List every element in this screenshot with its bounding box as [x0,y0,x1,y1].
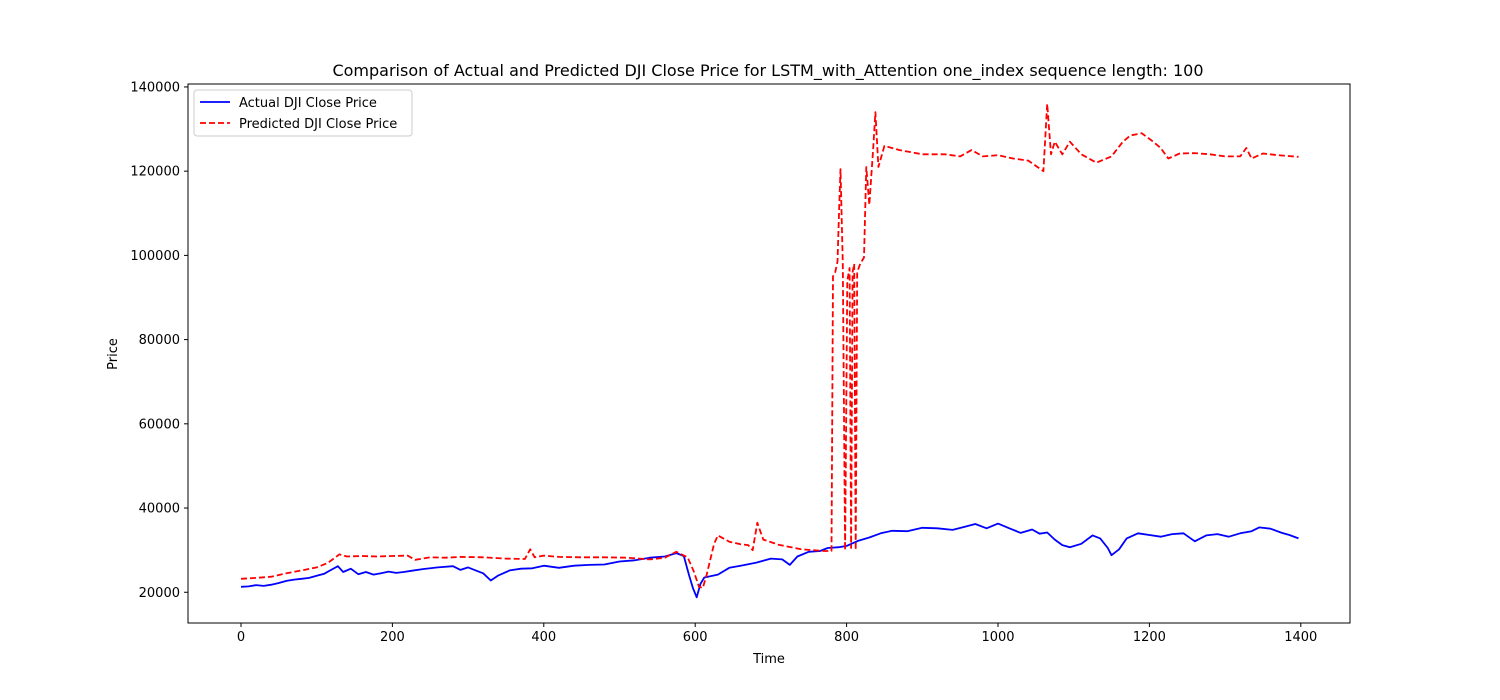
x-tick-label: 1200 [1133,630,1166,645]
x-tick-label: 400 [531,630,556,645]
x-tick-label: 800 [834,630,859,645]
y-tick-label: 120000 [130,165,180,180]
y-tick-label: 140000 [130,80,180,95]
x-tick-label: 1000 [981,630,1014,645]
x-tick-label: 1400 [1284,630,1317,645]
x-axis: 0 200 400 600 800 1000 1200 1400 [237,623,1317,645]
x-tick-label: 0 [237,630,245,645]
y-axis: 20000 40000 60000 80000 100000 120000 140000 [130,80,188,601]
x-axis-label: Time [752,652,785,667]
legend-box [193,89,413,137]
y-tick-label: 60000 [139,417,180,432]
y-tick-label: 20000 [139,586,180,601]
y-tick-label: 80000 [139,333,180,348]
x-tick-label: 600 [683,630,708,645]
chart-title: Comparison of Actual and Predicted DJI C… [332,61,1203,81]
series-layer [240,102,1299,599]
legend-label-actual: Actual DJI Close Price [239,96,377,111]
y-tick-label: 100000 [130,249,180,264]
x-tick-label: 200 [380,630,405,645]
series-line-predicted [240,102,1299,589]
y-tick-label: 40000 [139,502,180,517]
series-line-actual [240,522,1299,599]
y-axis-label: Price [106,338,121,370]
plot-area [187,83,1351,624]
legend: Actual DJI Close Price Predicted DJI Clo… [193,89,413,137]
legend-label-predicted: Predicted DJI Close Price [239,117,397,132]
